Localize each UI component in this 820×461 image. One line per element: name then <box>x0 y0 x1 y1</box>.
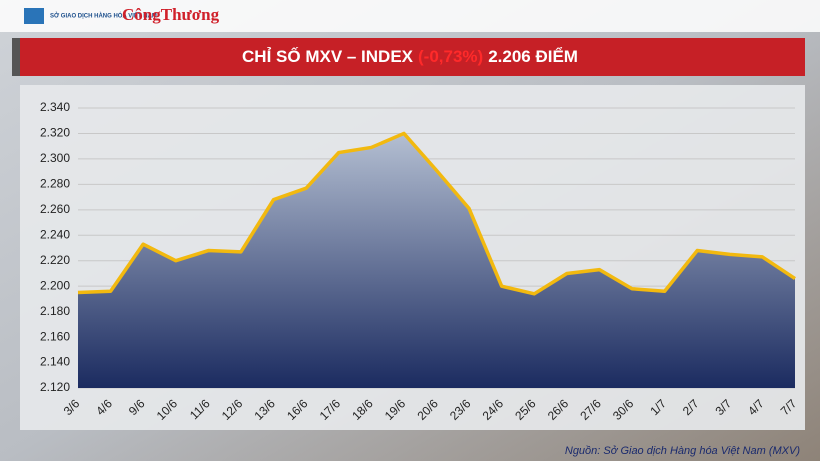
y-tick-label: 2.120 <box>40 380 70 394</box>
title-change: (-0,73%) <box>418 47 483 66</box>
line <box>77 131 796 296</box>
y-tick-label: 2.180 <box>40 304 70 318</box>
title-value: 2.206 ĐIỂM <box>488 47 578 66</box>
y-tick-label: 2.140 <box>40 355 70 369</box>
logo-icon <box>24 8 44 24</box>
logo-name: SỞ GIAO DỊCH HÀNG HÓA VIỆT NAM <box>50 12 157 20</box>
chart-title: CHỈ SỐ MXV – INDEX (-0,73%) 2.206 ĐIỂM <box>242 46 578 66</box>
title-text: CHỈ SỐ MXV – INDEX <box>242 46 414 66</box>
source: Nguồn: Sở Giao dịch Hàng hóa Việt Nam (M… <box>565 445 800 457</box>
y-tick-label: 2.160 <box>40 329 70 343</box>
logo-bar <box>0 0 820 32</box>
y-tick-label: 2.340 <box>40 100 70 114</box>
y-tick-label: 2.220 <box>40 253 70 267</box>
y-tick-label: 2.280 <box>40 177 70 191</box>
y-tick-label: 2.260 <box>40 202 70 216</box>
y-tick-label: 2.240 <box>40 227 70 241</box>
y-tick-label: 2.300 <box>40 151 70 165</box>
area <box>78 133 795 388</box>
banner-strip <box>12 38 20 76</box>
logo-brand: CôngThương <box>122 5 220 24</box>
title-banner <box>20 38 805 76</box>
y-tick-label: 2.320 <box>40 126 70 140</box>
y-tick-label: 2.200 <box>40 278 70 292</box>
